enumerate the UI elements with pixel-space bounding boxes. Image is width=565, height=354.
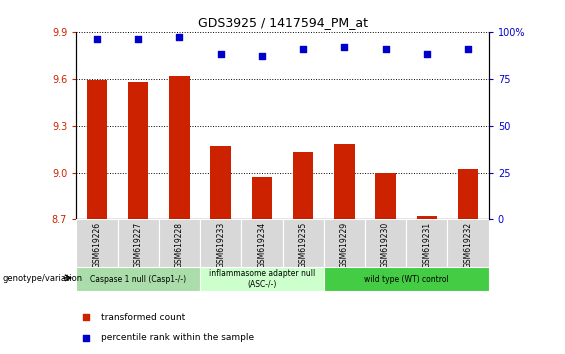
- Bar: [324, 219, 365, 267]
- Bar: [169, 76, 190, 219]
- Text: GSM619233: GSM619233: [216, 222, 225, 268]
- Bar: [200, 219, 241, 267]
- Text: GSM619228: GSM619228: [175, 222, 184, 268]
- Bar: [365, 219, 406, 267]
- Point: [93, 36, 102, 42]
- Point: [81, 335, 90, 341]
- Bar: [406, 219, 447, 267]
- Text: Caspase 1 null (Casp1-/-): Caspase 1 null (Casp1-/-): [90, 275, 186, 284]
- Point: [423, 52, 432, 57]
- Point: [216, 52, 225, 57]
- Bar: [416, 216, 437, 219]
- Bar: [241, 219, 282, 267]
- Bar: [458, 170, 479, 219]
- Point: [381, 46, 390, 52]
- Bar: [334, 144, 355, 219]
- Text: GSM619232: GSM619232: [464, 222, 472, 268]
- Bar: [447, 219, 489, 267]
- Bar: [210, 146, 231, 219]
- Bar: [159, 219, 200, 267]
- Point: [81, 314, 90, 320]
- Text: inflammasome adapter null
(ASC-/-): inflammasome adapter null (ASC-/-): [208, 269, 315, 289]
- Point: [175, 35, 184, 40]
- Point: [258, 53, 267, 59]
- Bar: [86, 80, 107, 219]
- Title: GDS3925 / 1417594_PM_at: GDS3925 / 1417594_PM_at: [198, 16, 367, 29]
- Point: [299, 46, 308, 52]
- Bar: [76, 267, 200, 291]
- Text: GSM619227: GSM619227: [134, 222, 142, 268]
- Bar: [76, 219, 118, 267]
- Bar: [324, 267, 489, 291]
- Bar: [282, 219, 324, 267]
- Bar: [293, 152, 314, 219]
- Text: percentile rank within the sample: percentile rank within the sample: [101, 333, 254, 342]
- Bar: [375, 172, 396, 219]
- Text: wild type (WT) control: wild type (WT) control: [364, 275, 449, 284]
- Bar: [118, 219, 159, 267]
- Point: [340, 44, 349, 50]
- Text: GSM619231: GSM619231: [423, 222, 431, 268]
- Text: GSM619234: GSM619234: [258, 222, 266, 268]
- Bar: [200, 267, 324, 291]
- Point: [134, 36, 142, 42]
- Text: genotype/variation: genotype/variation: [3, 274, 83, 284]
- Text: GSM619229: GSM619229: [340, 222, 349, 268]
- Bar: [128, 82, 149, 219]
- Point: [464, 46, 473, 52]
- Text: transformed count: transformed count: [101, 313, 185, 322]
- Text: GSM619226: GSM619226: [93, 222, 101, 268]
- Text: GSM619235: GSM619235: [299, 222, 307, 268]
- Bar: [251, 177, 272, 219]
- Text: GSM619230: GSM619230: [381, 222, 390, 268]
